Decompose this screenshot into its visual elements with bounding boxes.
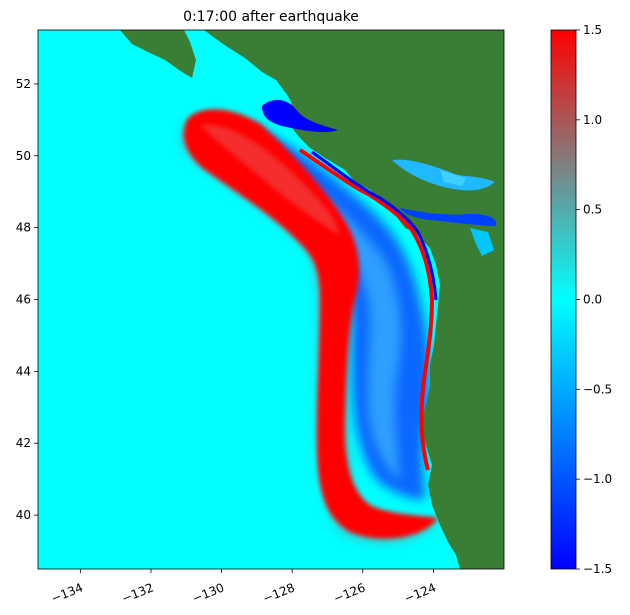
colorbar bbox=[551, 30, 576, 569]
y-tick-label: 42 bbox=[16, 436, 31, 450]
x-axis: −134 −132 −130 −128 −126 −124 bbox=[49, 569, 438, 606]
x-tick-label: −128 bbox=[261, 580, 297, 605]
puget-sound bbox=[470, 228, 494, 256]
x-tick-label: −124 bbox=[402, 580, 438, 605]
y-tick-label: 52 bbox=[16, 77, 31, 91]
x-tick-label: −134 bbox=[49, 580, 85, 605]
colorbar-tick-label: −1.5 bbox=[583, 562, 612, 576]
y-tick-label: 48 bbox=[16, 221, 31, 235]
x-tick-label: −126 bbox=[332, 580, 368, 605]
chart-title: 0:17:00 after earthquake bbox=[183, 9, 359, 25]
colorbar-tick-label: 1.5 bbox=[583, 23, 602, 37]
coastal-crest bbox=[298, 148, 435, 471]
colorbar-tick-label: −1.0 bbox=[583, 472, 612, 486]
x-tick-label: −130 bbox=[190, 580, 226, 605]
y-tick-label: 40 bbox=[16, 508, 31, 522]
x-tick-label: −132 bbox=[120, 580, 156, 605]
colorbar-axis: −1.5 −1.0 −0.5 0.0 0.5 1.0 1.5 bbox=[576, 23, 612, 576]
wave-crest-detail bbox=[200, 124, 340, 235]
y-tick-label: 44 bbox=[16, 364, 31, 378]
y-tick-label: 46 bbox=[16, 293, 31, 307]
colorbar-tick-label: 0.5 bbox=[583, 203, 602, 217]
inlet bbox=[440, 170, 466, 186]
y-tick-label: 50 bbox=[16, 149, 31, 163]
colorbar-tick-label: 1.0 bbox=[583, 113, 602, 127]
colorbar-tick-label: 0.0 bbox=[583, 293, 602, 307]
juan-de-fuca bbox=[400, 208, 497, 226]
plot-area bbox=[38, 30, 504, 569]
strait-blue bbox=[262, 99, 338, 133]
coastal-trough bbox=[311, 150, 438, 301]
y-axis: 40 42 44 46 48 50 52 bbox=[16, 77, 38, 522]
wave-trough-inner bbox=[275, 160, 402, 480]
colorbar-tick-label: −0.5 bbox=[583, 382, 612, 396]
